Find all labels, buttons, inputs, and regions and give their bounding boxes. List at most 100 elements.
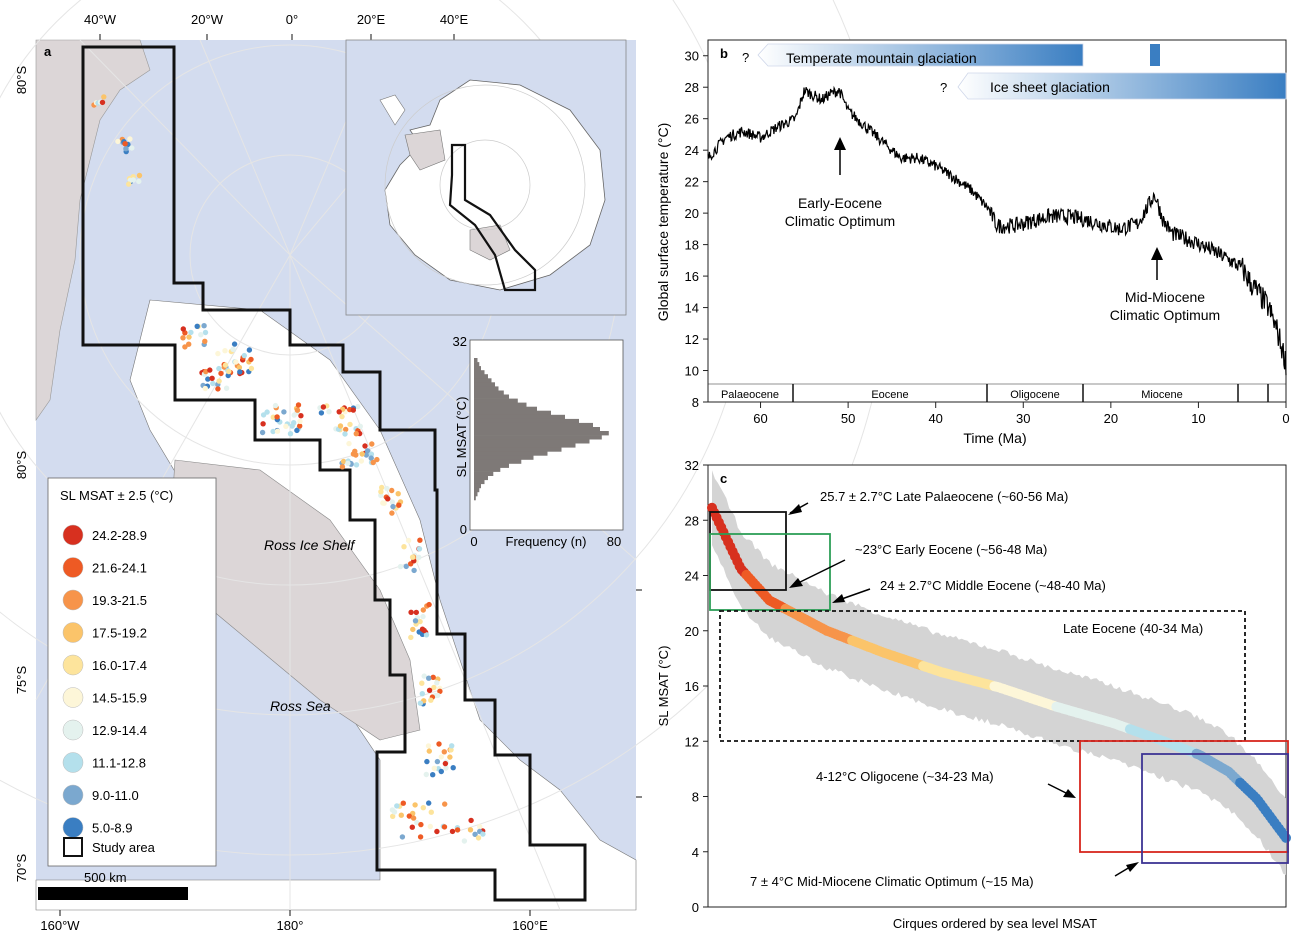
mmco-box: [1141, 753, 1289, 864]
cirque-point: [378, 489, 384, 495]
cirque-point: [468, 817, 474, 824]
cirque-point: [441, 824, 448, 830]
cirque-point: [430, 674, 436, 680]
cirque-point: [194, 323, 200, 329]
panel-c-y-tick: 12: [685, 734, 699, 749]
cirque-point: [426, 800, 432, 806]
cirque-point: [442, 801, 448, 807]
legend-study-area-label: Study area: [92, 840, 156, 855]
panel-b-y-tick: 12: [685, 332, 699, 347]
cirque-point: [359, 451, 365, 457]
panel-b-y-tick: 18: [685, 238, 699, 253]
histogram-bar: [474, 402, 527, 407]
epoch-label: Palaeocene: [721, 389, 779, 401]
cirque-point: [394, 803, 400, 809]
histogram-bar: [474, 475, 488, 481]
cirque-point: [410, 815, 417, 821]
cirque-point: [294, 407, 301, 413]
cirque-point: [421, 627, 427, 634]
cirque-point: [248, 365, 255, 372]
cirque-point: [472, 831, 478, 837]
arrow-early-eocene: [791, 559, 846, 587]
cirque-point: [417, 618, 423, 625]
cirque-point: [201, 323, 207, 329]
cirque-point: [419, 691, 425, 697]
cirque-point: [390, 813, 396, 819]
cirque-point: [295, 402, 302, 408]
legend-swatch: [62, 719, 84, 741]
cirque-point: [222, 348, 228, 354]
cirque-point: [434, 828, 440, 835]
panel-b-x-tick: 20: [1104, 411, 1118, 426]
histogram-bar: [474, 491, 478, 497]
panel-b-label: b: [720, 46, 728, 61]
cirque-point: [417, 834, 424, 840]
histogram-bar: [474, 483, 481, 489]
cirque-point: [370, 459, 376, 466]
cirque-point: [260, 412, 267, 418]
panel-c-y-tick: 0: [692, 900, 699, 915]
histogram-bar: [474, 390, 504, 395]
mmco-label: Climatic Optimum: [1110, 307, 1220, 323]
histogram-bar: [474, 455, 534, 460]
panel-b-y-tick: 28: [685, 80, 699, 95]
epoch-label: Oligocene: [1010, 389, 1060, 401]
panel-c-y-tick: 4: [692, 845, 699, 860]
cirque-point: [136, 178, 142, 185]
lat-label: 75°S: [14, 666, 29, 695]
cirque-point: [343, 426, 349, 433]
cirque-point: [441, 749, 447, 755]
legend-label: 24.2-28.9: [92, 528, 147, 543]
legend-label: 19.3-21.5: [92, 593, 147, 608]
legend-label: 5.0-8.9: [92, 821, 132, 836]
cirque-point: [410, 626, 416, 633]
panel-b-y-tick: 16: [685, 269, 699, 284]
cirque-point: [353, 462, 360, 468]
panel-b-x-tick: 40: [928, 411, 942, 426]
cirque-point: [274, 428, 281, 434]
cirque-point: [226, 368, 232, 375]
histogram-y-label: SL MSAT (°C): [454, 397, 469, 478]
cirque-point: [454, 827, 461, 833]
panel-c-label: c: [720, 471, 727, 486]
ross-sea-label: Ross Sea: [270, 698, 331, 714]
lat-label: 80°S: [14, 451, 29, 480]
cirque-point: [447, 754, 453, 760]
cirque-point: [101, 94, 107, 100]
cirque-point: [188, 329, 194, 336]
cirque-point: [421, 673, 427, 679]
question-mark: ?: [742, 50, 749, 65]
lon-label-bottom: 160°E: [512, 918, 548, 933]
eeco-label: Early-Eocene: [798, 195, 882, 211]
mountain-glaciation-label: Temperate mountain glaciation: [786, 50, 977, 66]
cirque-curve: [707, 502, 1291, 843]
cirque-point: [431, 684, 437, 691]
panel-c: c 25.7 ± 2.7°C Late Palaeocene (~60-56 M…: [656, 458, 1291, 931]
cirque-point: [426, 675, 432, 681]
panel-b-y-label: Global surface temperature (°C): [655, 123, 671, 322]
panel-c-x-label: Cirques ordered by sea level MSAT: [893, 916, 1097, 931]
cirque-point: [210, 380, 216, 387]
cirque-point: [122, 141, 128, 147]
scale-bar-label: 500 km: [84, 870, 127, 885]
panel-c-y-tick: 24: [685, 569, 699, 584]
cirque-point: [320, 404, 327, 410]
arrowhead: [832, 594, 845, 603]
map-legend: SL MSAT ± 2.5 (°C) 24.2-28.9 21.6-24.1 19.…: [47, 477, 217, 867]
cirque-point: [424, 758, 430, 765]
legend-label: 21.6-24.1: [92, 561, 147, 576]
panel-c-y-tick: 8: [692, 790, 699, 805]
cirque-point: [297, 423, 303, 429]
cirque-point: [420, 613, 426, 620]
msat-histogram: 32 0 0 80 Frequency (n) SL MSAT (°C): [453, 334, 624, 549]
cirque-point: [182, 344, 188, 350]
cirque-point: [283, 423, 289, 429]
cirque-point: [379, 484, 385, 491]
cirque-point: [318, 410, 325, 416]
study-area-outline: [81, 45, 587, 902]
histogram-bar: [474, 414, 565, 420]
cirque-point: [207, 367, 213, 373]
epoch-label: Eocene: [871, 389, 908, 401]
panel-c-y-tick: 28: [685, 513, 699, 528]
cirque-point: [395, 491, 401, 497]
